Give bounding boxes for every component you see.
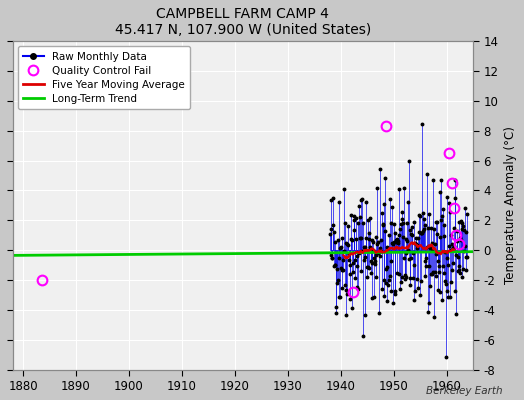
Y-axis label: Temperature Anomaly (°C): Temperature Anomaly (°C) <box>504 126 517 284</box>
Legend: Raw Monthly Data, Quality Control Fail, Five Year Moving Average, Long-Term Tren: Raw Monthly Data, Quality Control Fail, … <box>18 46 190 109</box>
Text: Berkeley Earth: Berkeley Earth <box>427 386 503 396</box>
Title: CAMPBELL FARM CAMP 4
45.417 N, 107.900 W (United States): CAMPBELL FARM CAMP 4 45.417 N, 107.900 W… <box>115 7 371 37</box>
